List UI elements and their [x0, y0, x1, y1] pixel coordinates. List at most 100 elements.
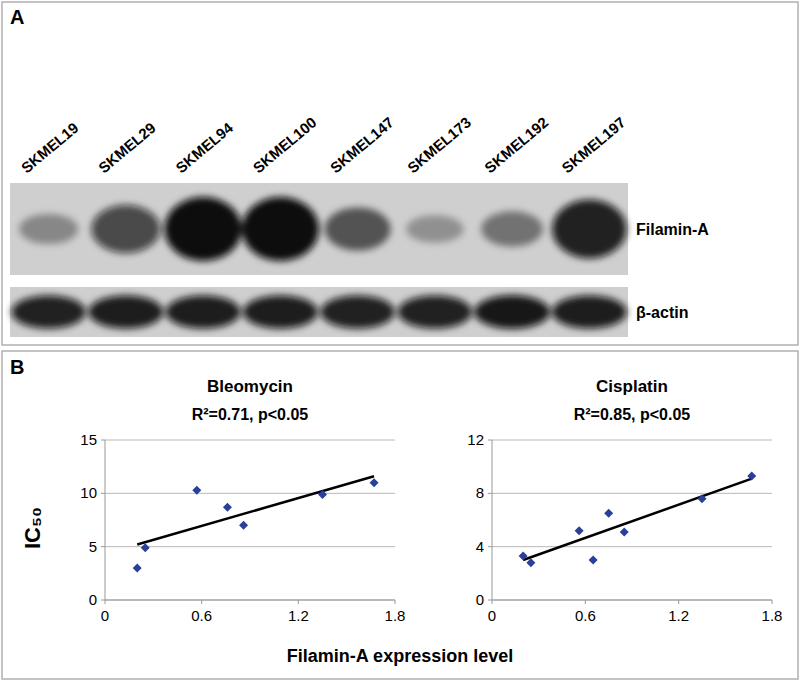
panel-frame [2, 2, 798, 345]
point [604, 509, 613, 518]
x-tick-label: 1.2 [668, 607, 689, 624]
band [88, 295, 163, 328]
y-tick [101, 440, 105, 441]
lane-label: SKMEL197 [558, 113, 628, 176]
x-tick [772, 600, 773, 604]
chart-title: Bleomycin [207, 377, 293, 396]
x-tick [585, 600, 586, 604]
lane-label: SKMEL147 [327, 113, 397, 176]
trend-line [523, 479, 752, 560]
annotation: R²=0.85, p<0.05 [574, 406, 691, 423]
panel-label: B [10, 356, 24, 378]
blot-membrane [10, 287, 628, 337]
band [325, 207, 391, 250]
lane-label: SKMEL173 [404, 113, 474, 176]
y-tick [488, 440, 492, 441]
y-axis-label: IC₅₀ [20, 507, 45, 549]
chart-title: Cisplatin [596, 377, 668, 396]
point [223, 503, 232, 512]
y-tick [488, 600, 492, 601]
y-tick [101, 600, 105, 601]
y-axis [105, 440, 106, 600]
point [698, 494, 707, 503]
y-tick-label: 0 [476, 591, 484, 608]
grid-line [492, 440, 772, 441]
x-tick [298, 600, 299, 604]
y-axis [492, 440, 493, 600]
annotation: R²=0.71, p<0.05 [192, 406, 309, 423]
lane-label: SKMEL192 [481, 113, 551, 176]
point [519, 552, 528, 561]
band-group [19, 197, 627, 261]
y-tick-label: 8 [476, 484, 484, 501]
x-tick [395, 600, 396, 604]
grid-line [105, 440, 395, 441]
y-tick [101, 546, 105, 547]
point [133, 564, 142, 573]
grid-line [492, 546, 772, 547]
grid-line [105, 493, 395, 494]
x-tick [492, 600, 493, 604]
grid-line [105, 600, 395, 601]
panel-frame [2, 351, 798, 679]
band-group [11, 295, 626, 329]
x-tick [201, 600, 202, 604]
lane-label: SKMEL29 [95, 119, 159, 176]
x-tick-label: 0 [101, 607, 109, 624]
band [242, 197, 319, 261]
band [552, 295, 627, 328]
band [481, 211, 543, 246]
x-tick-label: 0.6 [575, 607, 596, 624]
x-tick-label: 0 [488, 607, 496, 624]
band [11, 296, 85, 329]
x-tick-label: 1.8 [762, 607, 783, 624]
trend-line [137, 476, 374, 544]
y-tick [101, 493, 105, 494]
point [620, 528, 629, 537]
band [243, 295, 318, 328]
point [239, 521, 248, 530]
y-tick-label: 12 [467, 431, 484, 448]
x-axis [492, 600, 772, 601]
lane-label: SKMEL19 [18, 119, 82, 176]
chart: Cisplatin R²=0.85, p<0.05 0 4 8 12 0 0.6 1.2 1.8 [467, 377, 782, 624]
plot-area [133, 476, 379, 572]
x-tick-label: 0.6 [191, 607, 212, 624]
figure: ABSKMEL19SKMEL29SKMEL94SKMEL100SKMEL147S… [0, 0, 800, 682]
x-axis-label: Filamin-A expression level [287, 646, 513, 666]
x-axis [105, 600, 395, 601]
band [320, 296, 394, 329]
y-tick-label: 10 [80, 484, 97, 501]
band [552, 200, 626, 259]
y-tick-label: 15 [80, 431, 97, 448]
band [398, 296, 472, 329]
x-tick-label: 1.2 [288, 607, 309, 624]
y-tick-label: 5 [89, 538, 97, 555]
y-tick-label: 0 [89, 591, 97, 608]
x-tick [678, 600, 679, 604]
grid-line [492, 493, 772, 494]
row-label: Filamin-A [636, 221, 709, 238]
y-tick [488, 546, 492, 547]
y-tick [488, 493, 492, 494]
point [318, 490, 327, 499]
point [589, 556, 598, 565]
blot-membrane [10, 183, 628, 275]
x-tick-label: 1.8 [385, 607, 406, 624]
band [19, 214, 78, 244]
point [370, 478, 379, 487]
chart: Bleomycin R²=0.71, p<0.05 0 5 10 15 0 0.6 1.2 1.8 [80, 377, 405, 624]
point [526, 558, 535, 567]
point [141, 543, 150, 552]
plot-area [519, 472, 757, 568]
band [474, 295, 550, 329]
band [165, 197, 242, 261]
y-tick-label: 4 [476, 538, 484, 555]
x-tick [105, 600, 106, 604]
panel-label: A [10, 6, 24, 28]
point [747, 472, 756, 481]
row-label: β-actin [636, 304, 688, 321]
band [406, 215, 464, 243]
band [91, 205, 160, 253]
point [575, 526, 584, 535]
